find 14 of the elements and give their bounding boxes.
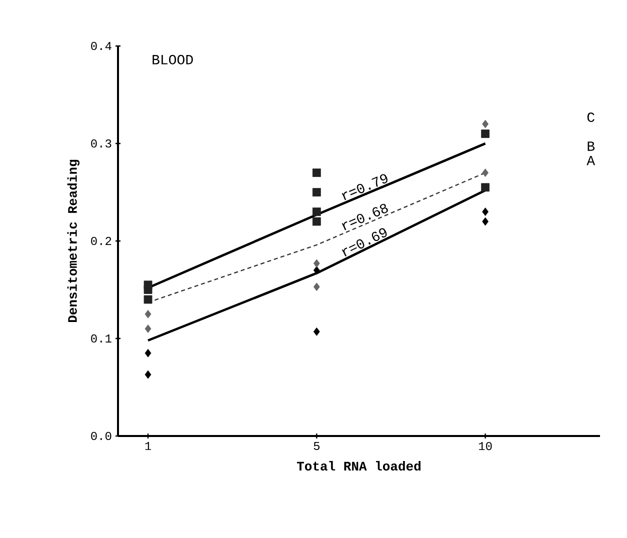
y-tick-label: 0.2 (91, 236, 112, 246)
text: A (586, 156, 596, 166)
y-axis-title: Densitometric Reading (67, 160, 80, 322)
x-tick-label: 10 (478, 442, 492, 450)
text: B (588, 142, 595, 151)
x-tick-label: 5 (314, 442, 320, 450)
x-tick-label: 1 (145, 442, 152, 450)
text: C (587, 112, 594, 122)
y-tick-label: 0.4 (91, 42, 112, 50)
chart-title: BLOOD (152, 54, 193, 64)
y-tick-label: 0.0 (91, 432, 112, 440)
y-tick-label: 0.3 (91, 139, 112, 148)
x-axis-title: Total RNA loaded (296, 461, 421, 471)
y-tick-label: 0.1 (91, 334, 112, 343)
